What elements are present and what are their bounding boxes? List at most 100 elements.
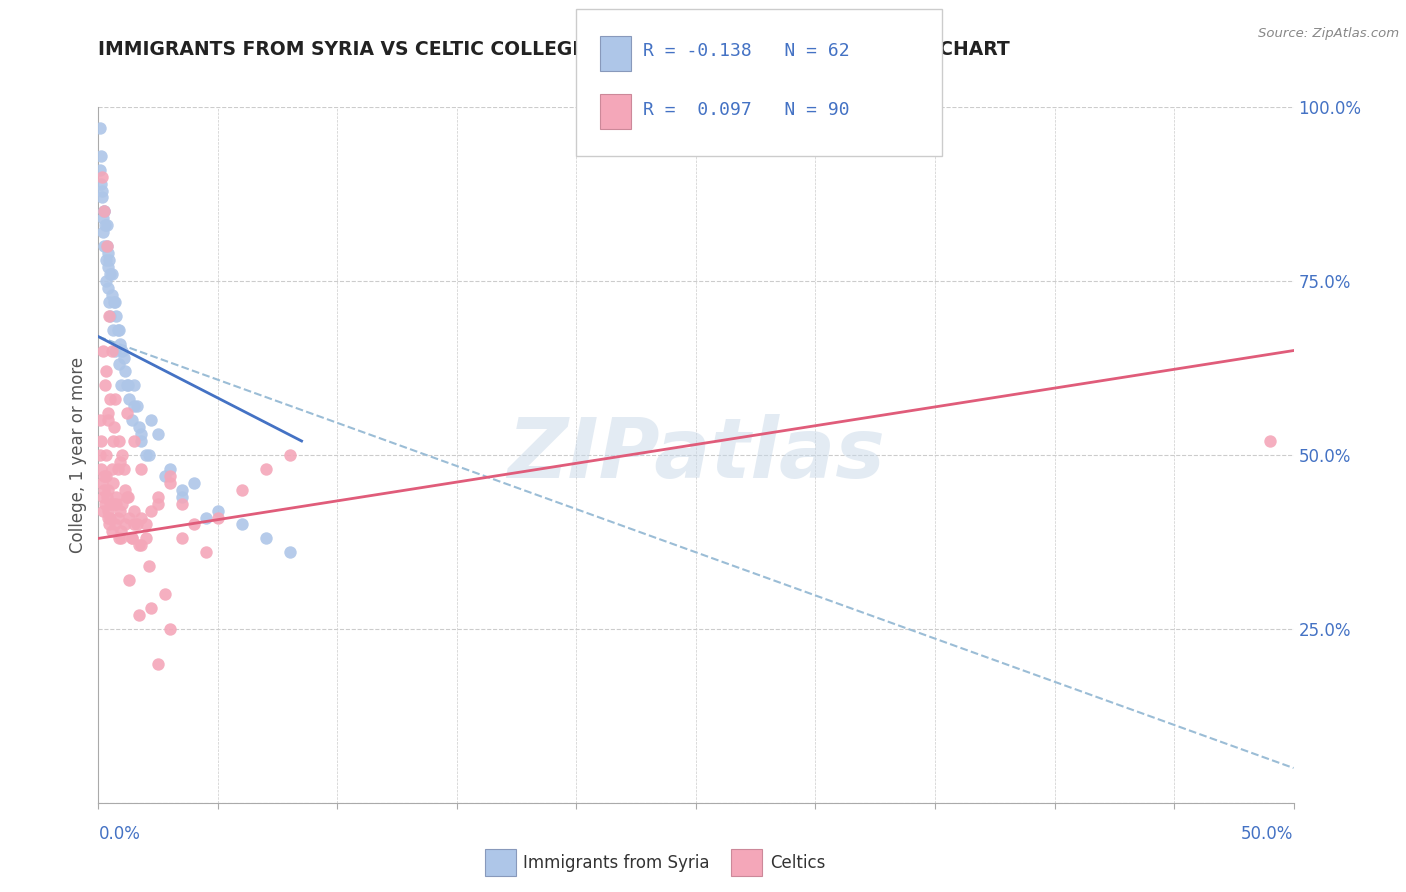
Point — [135, 532, 157, 546]
Text: Celtics: Celtics — [770, 854, 825, 871]
Point — [207, 503, 229, 517]
Point — [93, 483, 115, 497]
Point — [254, 462, 277, 476]
Point — [148, 657, 170, 671]
Point — [159, 468, 181, 483]
Point — [124, 517, 146, 532]
Text: Immigrants from Syria: Immigrants from Syria — [523, 854, 710, 871]
Point — [121, 532, 143, 546]
Point — [91, 184, 114, 198]
Point — [94, 497, 117, 511]
Point — [110, 532, 132, 546]
Text: Source: ZipAtlas.com: Source: ZipAtlas.com — [1258, 27, 1399, 40]
Point — [91, 169, 114, 184]
Point — [98, 392, 122, 407]
Point — [110, 378, 132, 392]
Point — [131, 510, 153, 524]
Point — [98, 267, 121, 281]
Point — [114, 364, 136, 378]
Point — [96, 219, 118, 233]
Point — [111, 448, 134, 462]
Point — [139, 413, 162, 427]
Point — [131, 538, 153, 552]
Point — [104, 343, 127, 358]
Point — [115, 378, 138, 392]
Point — [172, 483, 194, 497]
Point — [114, 517, 136, 532]
Point — [108, 503, 131, 517]
Point — [105, 490, 128, 504]
Point — [97, 281, 120, 295]
Point — [98, 517, 121, 532]
Point — [98, 309, 121, 323]
Point — [94, 468, 117, 483]
Point — [93, 468, 115, 483]
Point — [159, 622, 181, 636]
Point — [96, 510, 118, 524]
Point — [231, 517, 253, 532]
Point — [100, 267, 122, 281]
Point — [139, 601, 162, 615]
Point — [128, 420, 150, 434]
Point — [104, 517, 127, 532]
Point — [101, 475, 124, 490]
Point — [117, 378, 139, 392]
Point — [91, 225, 114, 239]
Point — [89, 448, 111, 462]
Point — [98, 510, 122, 524]
Point — [91, 490, 114, 504]
Point — [93, 204, 115, 219]
Point — [183, 475, 205, 490]
Point — [148, 497, 170, 511]
Point — [103, 497, 125, 511]
Point — [115, 490, 138, 504]
Point — [101, 434, 124, 448]
Point — [118, 573, 141, 587]
Point — [278, 448, 301, 462]
Point — [138, 559, 160, 574]
Point — [94, 219, 117, 233]
Point — [89, 162, 111, 177]
Point — [148, 490, 170, 504]
Point — [107, 532, 129, 546]
Point — [111, 497, 134, 511]
Point — [108, 455, 131, 469]
Point — [96, 490, 118, 504]
Point — [121, 413, 143, 427]
Point — [231, 483, 253, 497]
Point — [98, 253, 121, 268]
Point — [105, 309, 128, 323]
Point — [93, 204, 115, 219]
Point — [107, 510, 129, 524]
Point — [89, 413, 111, 427]
Text: IMMIGRANTS FROM SYRIA VS CELTIC COLLEGE, 1 YEAR OR MORE CORRELATION CHART: IMMIGRANTS FROM SYRIA VS CELTIC COLLEGE,… — [98, 40, 1010, 59]
Point — [138, 448, 160, 462]
Point — [128, 538, 150, 552]
Point — [94, 253, 117, 268]
Point — [148, 427, 170, 442]
Point — [207, 510, 229, 524]
Text: 0.0%: 0.0% — [98, 825, 141, 843]
Point — [131, 462, 153, 476]
Point — [96, 239, 118, 253]
Point — [110, 524, 132, 539]
Point — [103, 420, 125, 434]
Point — [159, 462, 181, 476]
Point — [94, 364, 117, 378]
Point — [100, 343, 122, 358]
Text: R =  0.097   N = 90: R = 0.097 N = 90 — [643, 101, 849, 119]
Text: 50.0%: 50.0% — [1241, 825, 1294, 843]
Point — [93, 239, 115, 253]
Point — [115, 406, 138, 420]
Point — [135, 517, 157, 532]
Point — [107, 358, 129, 372]
Point — [98, 309, 122, 323]
Point — [139, 503, 162, 517]
Point — [107, 462, 129, 476]
Point — [107, 434, 129, 448]
Point — [112, 351, 135, 365]
Point — [254, 532, 277, 546]
Point — [124, 399, 146, 413]
Point — [96, 260, 118, 274]
Point — [128, 607, 150, 622]
